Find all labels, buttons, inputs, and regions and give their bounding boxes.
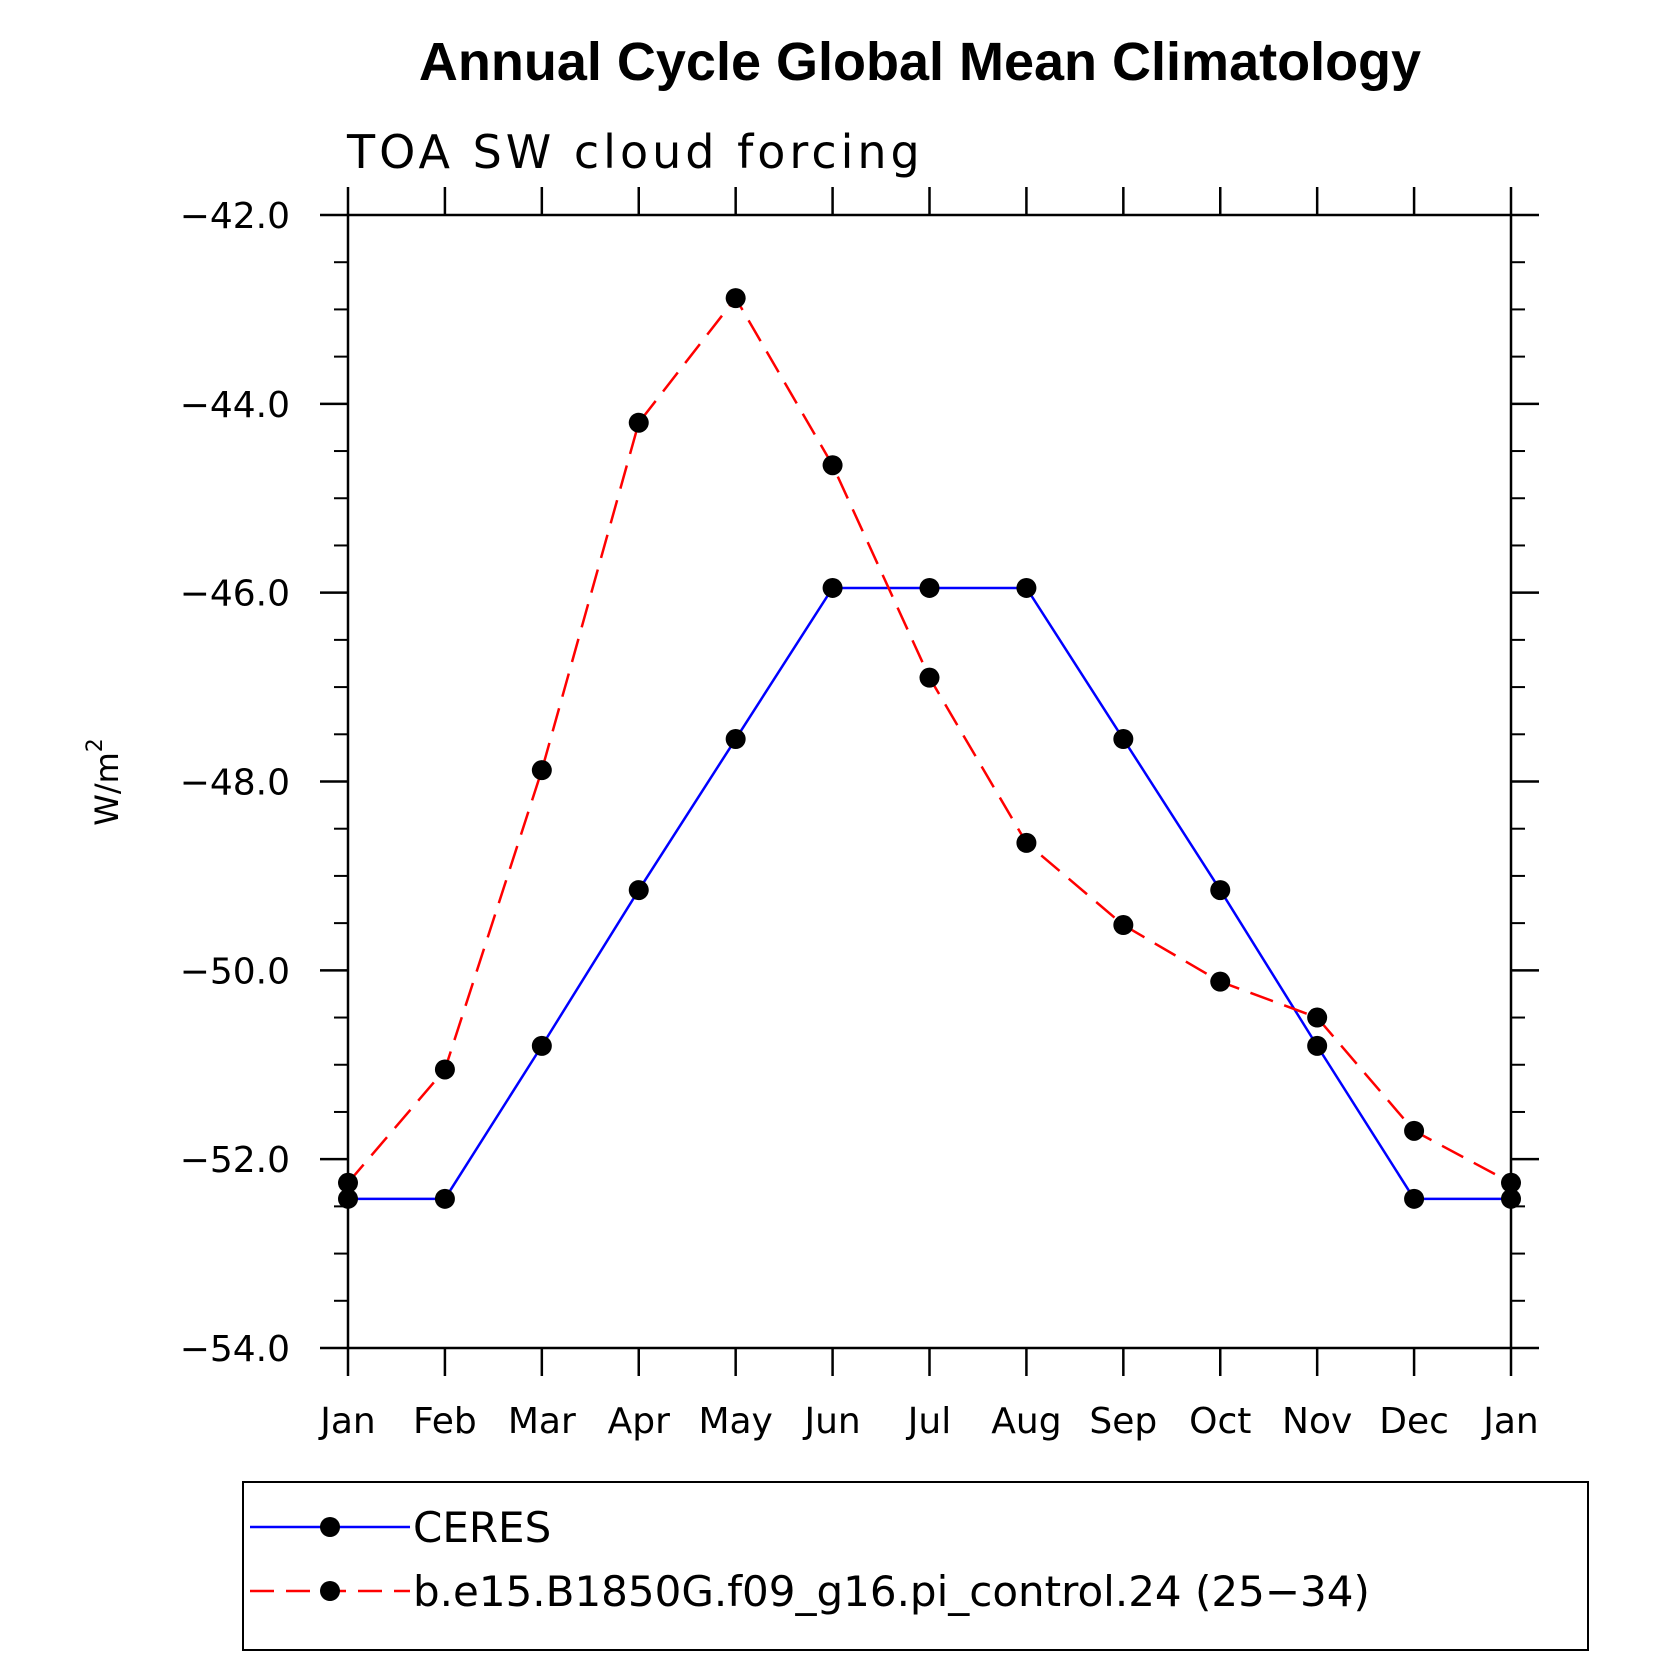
legend-marker-0 — [320, 1517, 340, 1537]
series-0-point — [434, 1188, 455, 1209]
chart-subtitle: TOA SW cloud forcing — [346, 125, 924, 179]
series-0-point — [1016, 577, 1037, 598]
series-1-point — [628, 412, 649, 433]
series-0-point — [628, 880, 649, 901]
x-tick-label: Nov — [1282, 1401, 1352, 1442]
series-line-1 — [347, 295, 1512, 1184]
y-tick-label: −52.0 — [180, 1140, 290, 1181]
y-tick-label: −44.0 — [180, 385, 290, 426]
x-tick-label: Jan — [318, 1401, 376, 1442]
legend-label-0: CERES — [413, 1503, 551, 1552]
x-tick-label: Dec — [1379, 1401, 1449, 1442]
series-0-point — [822, 577, 843, 598]
series-0-point — [1307, 1035, 1328, 1056]
series-layer — [338, 288, 1521, 1209]
y-tick-label: −54.0 — [180, 1329, 290, 1370]
series-1-point — [338, 1172, 358, 1193]
series-1-point — [434, 1059, 455, 1080]
series-1-point — [1210, 971, 1231, 992]
x-tick-label: Oct — [1189, 1401, 1251, 1442]
series-0-point — [1404, 1188, 1425, 1209]
x-tick-label: Sep — [1089, 1401, 1157, 1442]
axes: Jan Feb Mar Apr May Jun Jul Aug Sep Oct Nov Dec Jan−… — [180, 187, 1539, 1442]
y-tick-label: −46.0 — [180, 574, 290, 615]
x-tick-label: Apr — [608, 1401, 670, 1442]
y-tick-label: −50.0 — [180, 951, 290, 992]
x-tick-label: May — [698, 1401, 772, 1442]
y-tick-label: −48.0 — [180, 763, 290, 804]
plot-frame — [346, 213, 1513, 1350]
y-axis-label: W/m2 — [83, 738, 126, 826]
series-0-point — [1210, 880, 1231, 901]
x-tick-label: Jan — [1481, 1401, 1539, 1442]
x-tick-label: Aug — [991, 1401, 1061, 1442]
x-tick-label: Jul — [906, 1401, 951, 1442]
series-1-point — [1404, 1120, 1425, 1141]
x-tick-label: Mar — [508, 1401, 576, 1442]
series-0-point — [725, 729, 746, 750]
series-1-point — [1501, 1172, 1521, 1193]
series-1-point — [919, 667, 940, 688]
series-0-point — [531, 1035, 552, 1056]
legend-box — [242, 1481, 1589, 1651]
series-0-point — [919, 577, 940, 598]
chart-title: Annual Cycle Global Mean Climatology — [419, 32, 1421, 92]
series-1-point — [725, 288, 746, 309]
y-axis-label-text: W/m — [88, 752, 126, 826]
legend-label-1: b.e15.B1850G.f09_g16.pi_control.24 (25−3… — [413, 1567, 1370, 1616]
legend: CERES b.e15.B1850G.f09_g16.pi_control.24 … — [242, 1481, 1589, 1651]
series-1-point — [1113, 915, 1134, 936]
series-1-point — [1307, 1007, 1328, 1028]
legend-marker-1 — [320, 1581, 340, 1601]
series-0-point — [1501, 1188, 1521, 1209]
y-axis-label-superscript: 2 — [83, 738, 108, 752]
series-0-point — [338, 1188, 358, 1209]
series-1-point — [531, 760, 552, 781]
series-1-point — [1016, 832, 1037, 853]
x-tick-label: Jun — [802, 1401, 860, 1442]
series-0-point — [1113, 729, 1134, 750]
y-tick-label: −42.0 — [180, 196, 290, 237]
series-1-point — [822, 455, 843, 476]
x-tick-label: Feb — [413, 1401, 477, 1442]
